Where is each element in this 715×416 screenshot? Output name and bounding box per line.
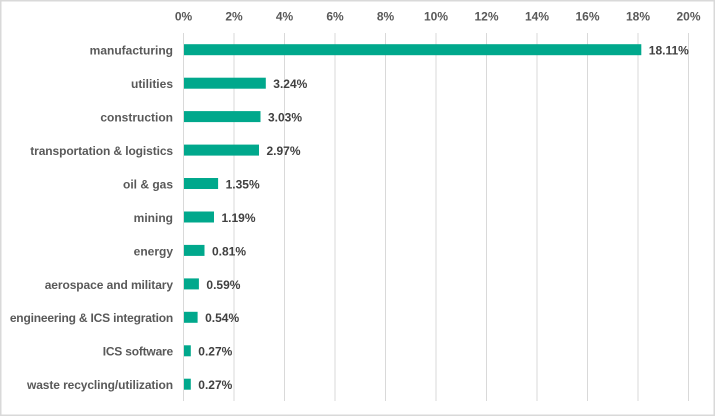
svg-text:12%: 12% — [474, 10, 498, 24]
svg-text:18%: 18% — [626, 10, 650, 24]
svg-text:1.35%: 1.35% — [226, 177, 260, 191]
svg-text:energy: energy — [134, 244, 174, 258]
svg-text:3.03%: 3.03% — [268, 111, 302, 125]
svg-text:4%: 4% — [276, 10, 294, 24]
svg-text:oil & gas: oil & gas — [123, 177, 173, 191]
svg-text:waste recycling/utilization: waste recycling/utilization — [26, 378, 173, 392]
svg-text:construction: construction — [100, 111, 173, 125]
svg-text:mining: mining — [134, 211, 173, 225]
svg-text:0.27%: 0.27% — [198, 378, 232, 392]
svg-text:16%: 16% — [575, 10, 599, 24]
svg-text:3.24%: 3.24% — [273, 77, 307, 91]
svg-text:10%: 10% — [424, 10, 448, 24]
svg-text:0.27%: 0.27% — [198, 345, 232, 359]
svg-text:18.11%: 18.11% — [649, 44, 689, 58]
svg-text:manufacturing: manufacturing — [90, 44, 173, 58]
svg-text:0.59%: 0.59% — [206, 278, 240, 292]
svg-text:8%: 8% — [377, 10, 395, 24]
svg-text:2.97%: 2.97% — [267, 144, 301, 158]
svg-text:2%: 2% — [225, 10, 243, 24]
svg-text:engineering & ICS integration: engineering & ICS integration — [10, 311, 173, 325]
svg-text:6%: 6% — [326, 10, 344, 24]
svg-text:14%: 14% — [525, 10, 549, 24]
svg-text:0%: 0% — [175, 10, 193, 24]
svg-text:aerospace and military: aerospace and military — [45, 278, 174, 292]
svg-text:0.81%: 0.81% — [212, 244, 246, 258]
svg-text:utilities: utilities — [131, 77, 173, 91]
svg-text:20%: 20% — [676, 10, 700, 24]
svg-text:ICS software: ICS software — [103, 345, 174, 359]
svg-text:transportation & logistics: transportation & logistics — [30, 144, 173, 158]
svg-text:0.54%: 0.54% — [205, 311, 239, 325]
svg-text:1.19%: 1.19% — [222, 211, 256, 225]
